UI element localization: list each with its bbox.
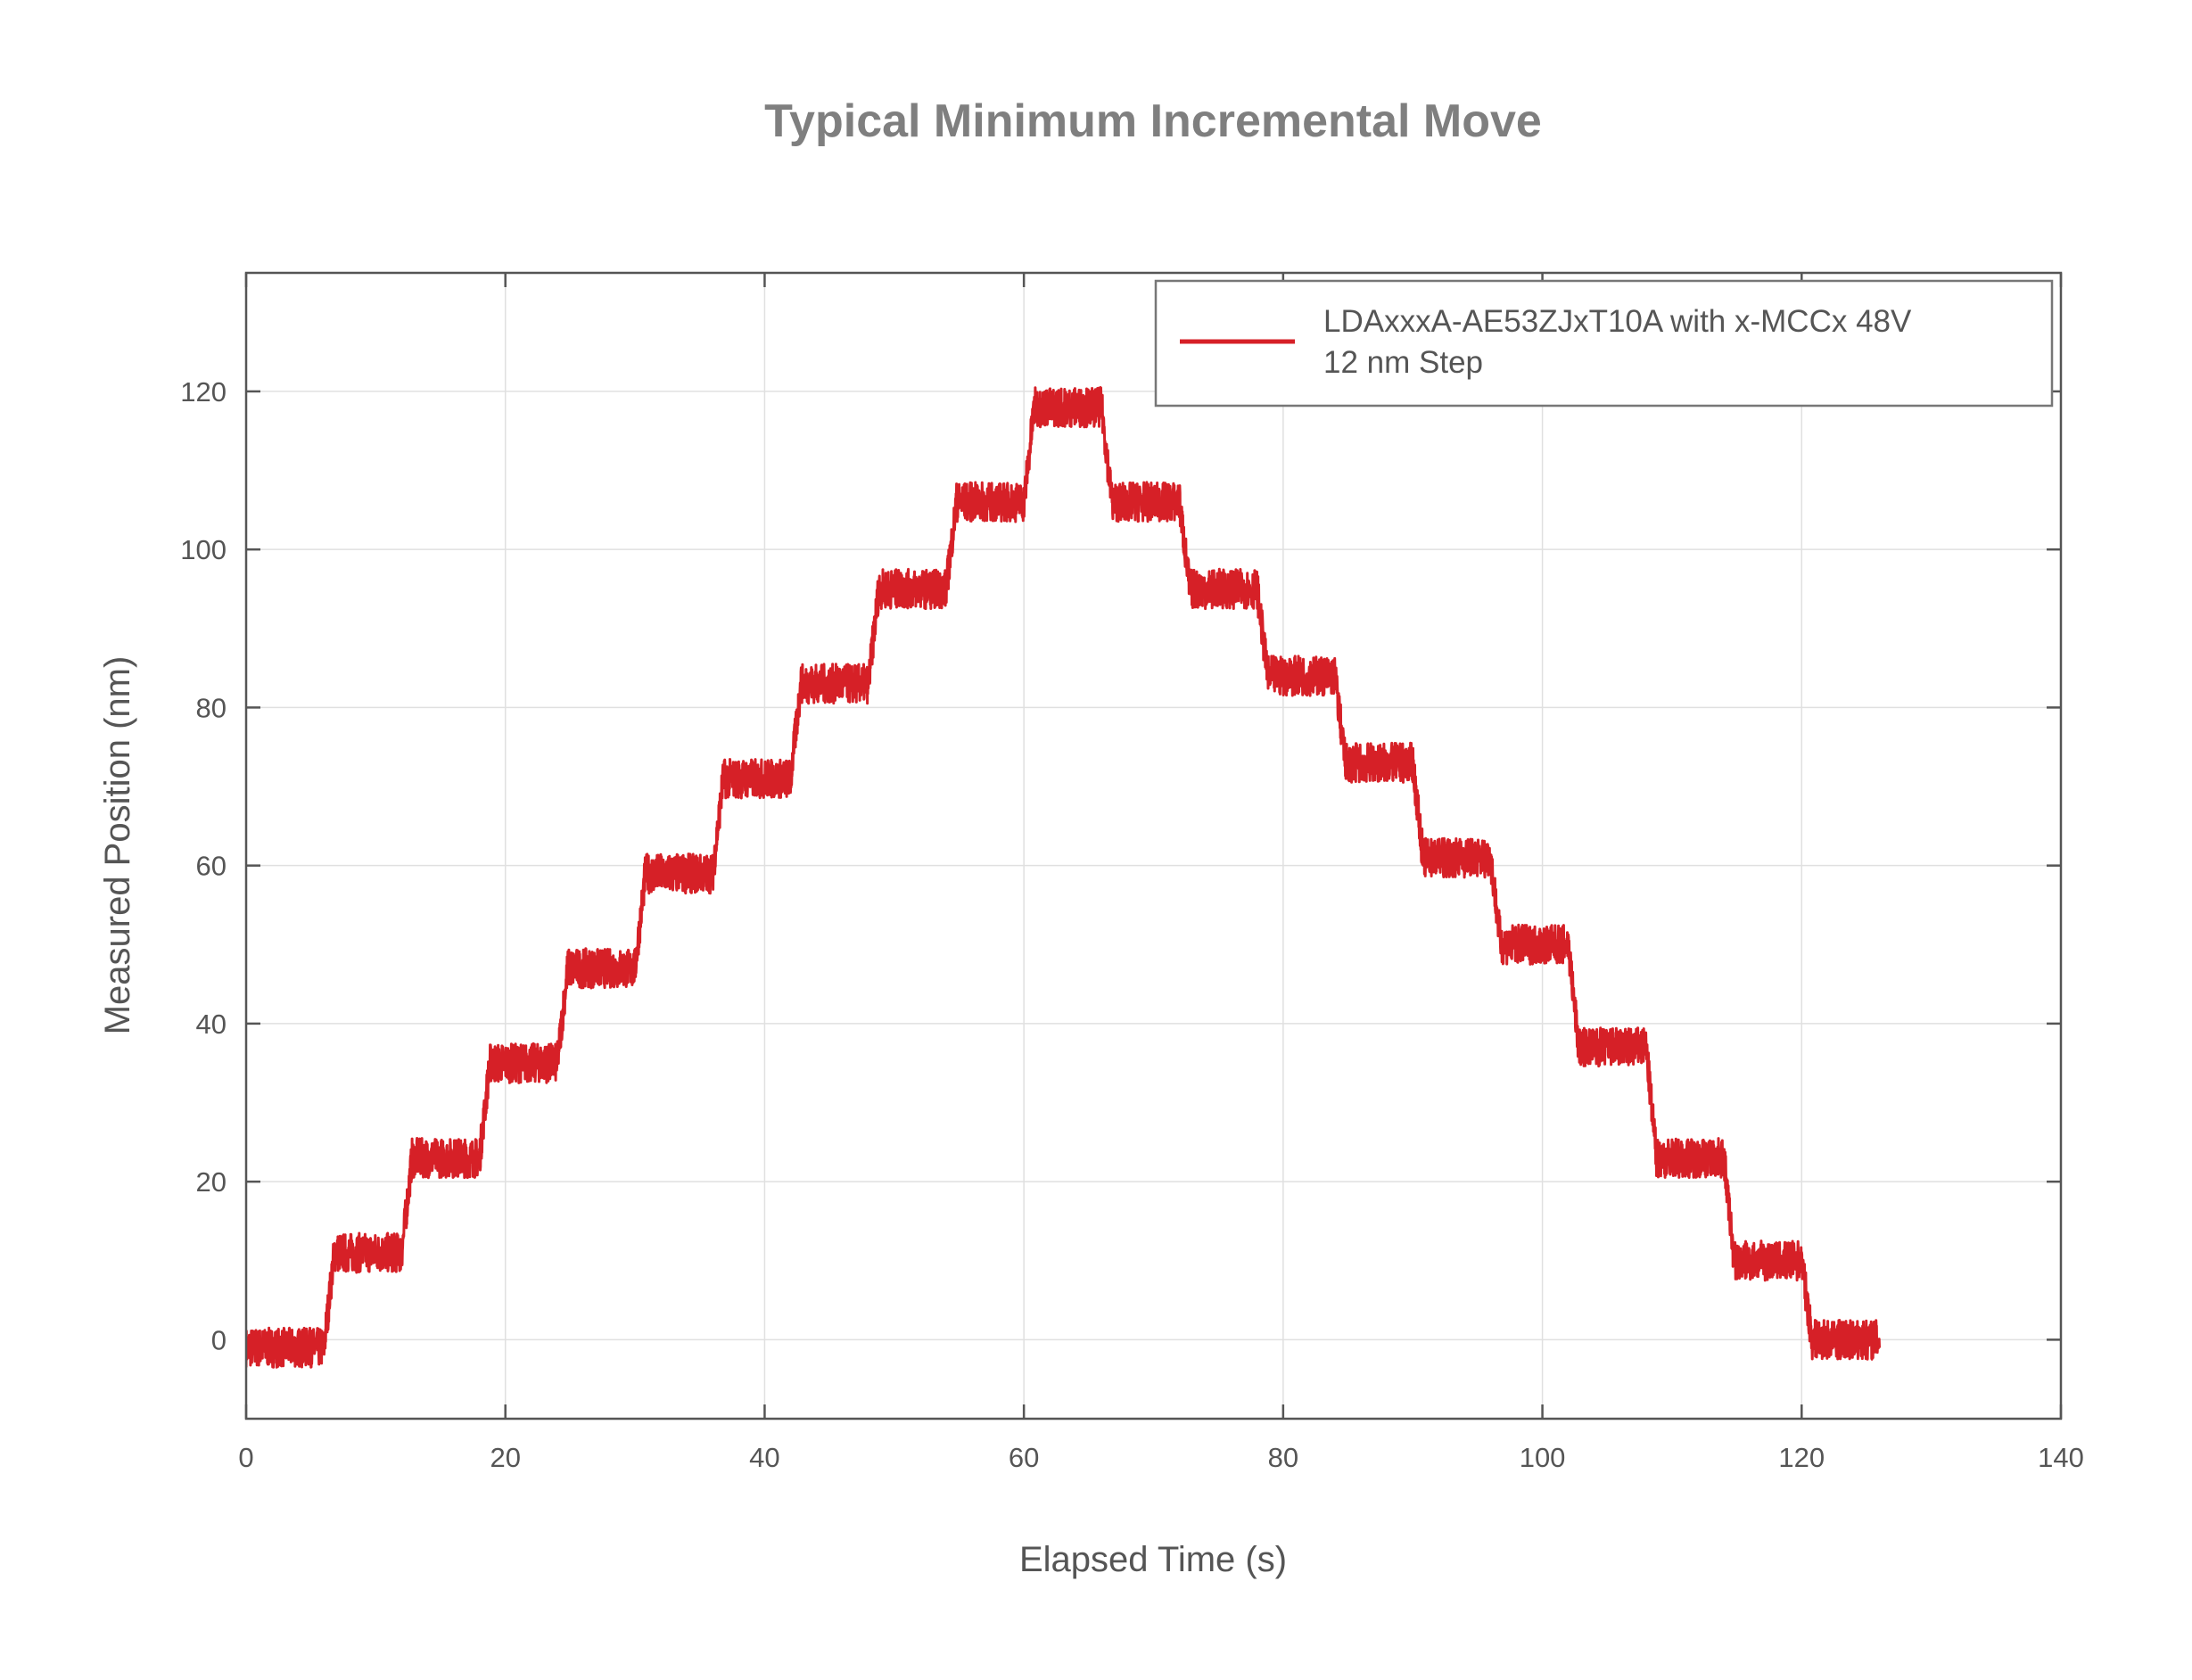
- plot-frame: [244, 271, 2063, 1421]
- x-tick-label: 20: [490, 1442, 520, 1473]
- legend-box: [1154, 279, 2054, 408]
- x-tick-label: 140: [2038, 1442, 2084, 1473]
- y-tick-label: 60: [196, 851, 227, 882]
- y-tick-label: 40: [196, 1009, 227, 1040]
- chart-title: Typical Minimum Incremental Move: [764, 95, 1542, 147]
- y-tick-label: 80: [196, 692, 227, 723]
- x-axis: 0 20 40 60 80 100 120 140: [238, 273, 2084, 1473]
- legend-label: LDAxxxA-AE53ZJxT10A with x-MCCx 48V: [1323, 304, 1912, 339]
- x-tick-label: 120: [1778, 1442, 1825, 1473]
- y-tick-label: 120: [180, 376, 227, 408]
- legend: LDAxxxA-AE53ZJxT10A with x-MCCx 48V 12 n…: [1154, 279, 2054, 408]
- y-tick-label: 0: [211, 1324, 227, 1355]
- x-tick-label: 40: [749, 1442, 779, 1473]
- y-tick-label: 100: [180, 534, 227, 565]
- y-tick-label: 20: [196, 1166, 227, 1198]
- grid: [245, 273, 2062, 1419]
- x-tick-label: 100: [1520, 1442, 1566, 1473]
- legend-label-line2: 12 nm Step: [1323, 345, 1483, 380]
- x-tick-label: 60: [1009, 1442, 1039, 1473]
- y-axis: 0 20 40 60 80 100 120: [180, 376, 2061, 1355]
- x-axis-label: Elapsed Time (s): [1019, 1540, 1287, 1579]
- x-tick-label: 0: [238, 1442, 253, 1473]
- x-tick-label: 80: [1268, 1442, 1298, 1473]
- y-axis-label: Measured Position (nm): [98, 656, 137, 1035]
- series-line: [246, 386, 1881, 1369]
